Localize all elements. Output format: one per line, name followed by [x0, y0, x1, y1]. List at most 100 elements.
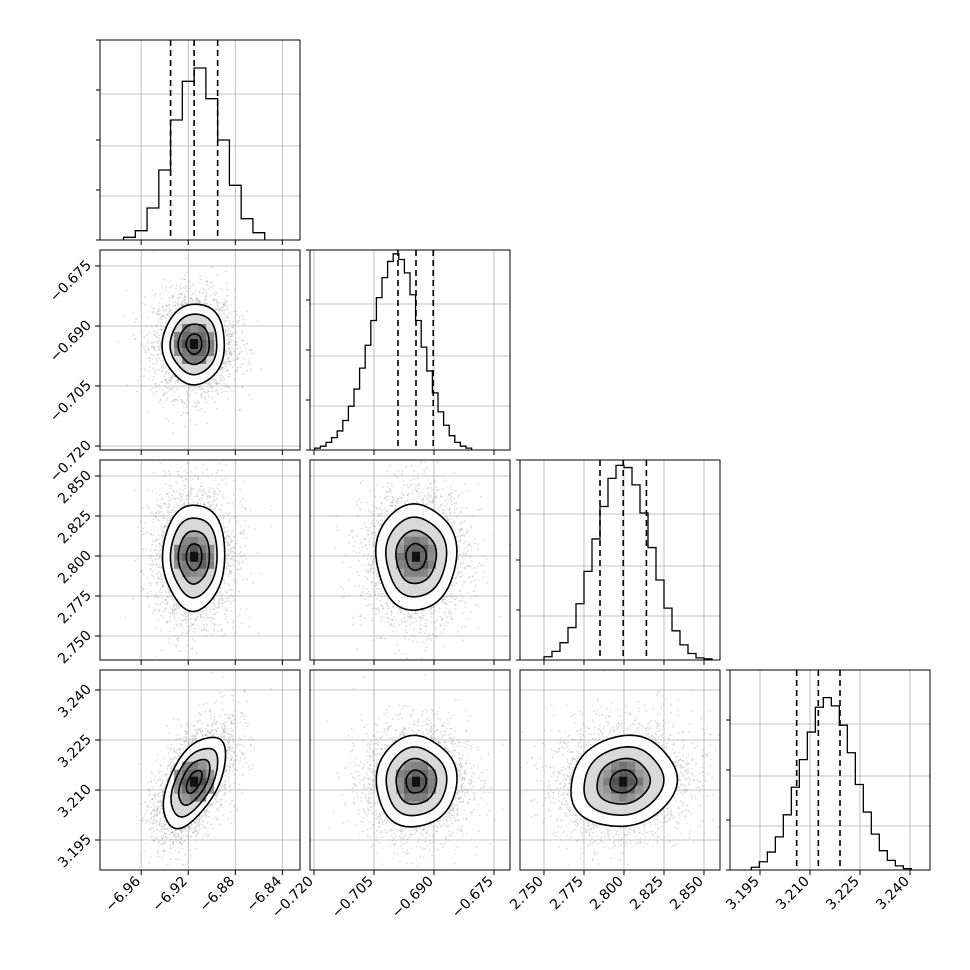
scatter-point [227, 544, 230, 547]
scatter-point [221, 366, 224, 369]
scatter-point [214, 491, 216, 494]
scatter-point [164, 378, 166, 381]
scatter-point [226, 339, 229, 342]
scatter-point [196, 617, 198, 620]
scatter-point [139, 368, 142, 370]
scatter-point [193, 405, 195, 408]
scatter-point [248, 363, 251, 365]
scatter-point [217, 392, 219, 395]
scatter-point [225, 464, 227, 466]
scatter-point [223, 362, 225, 364]
scatter-point [212, 381, 215, 383]
scatter-point [227, 363, 230, 366]
scatter-point [165, 596, 168, 599]
scatter-point [152, 354, 155, 356]
scatter-point [140, 330, 143, 333]
scatter-point [215, 390, 217, 393]
y-tick-label: −0.705 [47, 378, 95, 426]
scatter-point [227, 369, 229, 372]
scatter-point [165, 525, 168, 528]
scatter-point [161, 380, 164, 383]
scatter-point [178, 492, 181, 495]
scatter-point [241, 561, 244, 563]
scatter-point [203, 288, 206, 291]
scatter-point [228, 343, 231, 346]
scatter-point [234, 332, 237, 335]
scatter-point [184, 617, 187, 620]
scatter-point [176, 637, 178, 640]
scatter-point [249, 616, 251, 619]
scatter-point [162, 393, 164, 396]
scatter-point [222, 634, 225, 637]
scatter-point [176, 388, 179, 391]
scatter-point [163, 502, 166, 505]
scatter-point [144, 303, 146, 306]
scatter-point [228, 353, 231, 356]
scatter-point [155, 627, 158, 630]
scatter-point [172, 400, 175, 403]
scatter-point [160, 525, 163, 528]
scatter-point [215, 497, 218, 500]
scatter-point [139, 589, 142, 592]
scatter-point [155, 540, 158, 543]
scatter-point [150, 590, 153, 593]
scatter-point [170, 379, 173, 382]
scatter-point [167, 591, 170, 593]
scatter-point [150, 574, 153, 576]
scatter-point [150, 557, 152, 560]
scatter-point [149, 333, 152, 335]
scatter-point [156, 368, 159, 371]
scatter-point [193, 496, 196, 498]
scatter-point [168, 378, 170, 381]
scatter-point [200, 393, 203, 396]
scatter-point [158, 384, 160, 387]
scatter-point [226, 294, 229, 297]
scatter-point [227, 544, 230, 546]
scatter-point [162, 516, 165, 519]
scatter-point [198, 401, 201, 404]
scatter-point [164, 286, 167, 289]
scatter-point [148, 370, 151, 372]
density-cell [174, 332, 183, 340]
scatter-point [165, 417, 168, 420]
scatter-point [179, 487, 182, 490]
scatter-point [171, 297, 174, 300]
scatter-point [227, 316, 230, 319]
scatter-point [244, 537, 247, 539]
scatter-point [237, 353, 240, 356]
scatter-point [215, 298, 217, 301]
scatter-point [222, 317, 225, 320]
scatter-point [226, 333, 229, 336]
scatter-point [207, 494, 209, 497]
scatter-point [185, 644, 188, 647]
scatter-point [147, 507, 150, 509]
density-cell [206, 348, 215, 356]
scatter-point [168, 512, 171, 515]
scatter-point [206, 495, 209, 497]
scatter-point [176, 497, 179, 500]
scatter-point [150, 533, 153, 535]
scatter-point [185, 612, 188, 614]
scatter-point [228, 521, 230, 524]
scatter-point [153, 347, 155, 350]
scatter-point [210, 294, 213, 297]
scatter-point [205, 468, 208, 471]
scatter-point [228, 595, 231, 598]
scatter-point [241, 331, 243, 334]
scatter-point [167, 588, 169, 591]
scatter-point [154, 602, 157, 605]
scatter-point [168, 595, 171, 598]
scatter-point [159, 493, 161, 496]
scatter-point [227, 333, 230, 335]
scatter-point [172, 605, 175, 608]
scatter-point [168, 491, 171, 494]
scatter-point [213, 298, 216, 301]
scatter-point [231, 595, 234, 598]
scatter-point [157, 610, 160, 613]
scatter-point [210, 473, 213, 476]
scatter-point [164, 525, 166, 527]
scatter-point [175, 606, 178, 609]
scatter-point [158, 556, 161, 559]
scatter-point [203, 396, 206, 398]
scatter-point [247, 525, 250, 528]
